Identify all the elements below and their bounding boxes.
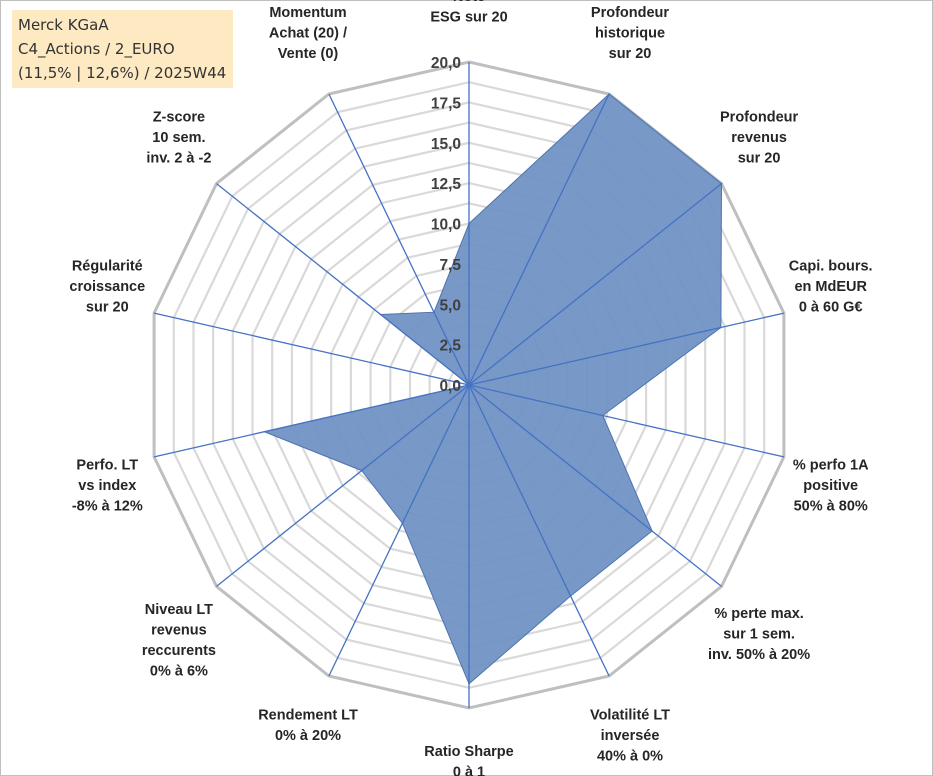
axis-spoke (468, 384, 722, 587)
axis-label-line: Perfo. LT (76, 457, 138, 473)
axis-label-line: Capi. bours. (789, 258, 873, 274)
radial-tick-label: 0,0 (439, 378, 461, 395)
axis-spoke (468, 384, 785, 458)
radial-tick-label: 5,0 (439, 297, 461, 314)
radial-tick-label: 7,5 (439, 257, 461, 274)
series (262, 93, 723, 685)
company-name: Merck KGaA (18, 16, 109, 34)
axis-label-line: ESG sur 20 (430, 10, 507, 26)
axis-label: Niveau LT revenus reccurents 0% à 6% (142, 602, 216, 680)
axis-label: % perfo 1A positive 50% à 80% (793, 457, 869, 514)
axis-label: Perfo. LT vs index -8% à 12% (72, 457, 143, 514)
axis-label-line: % perte max. (714, 606, 803, 622)
axis-label-line: % perfo 1A (793, 457, 869, 473)
axis-label-line: sur 20 (86, 299, 129, 315)
axis-label-line: Volatilité LT (590, 707, 670, 723)
axis-label-line: positive (803, 478, 858, 494)
axis-spoke (468, 183, 722, 386)
axis-label-line: sur 20 (738, 151, 781, 167)
axis-label-line: revenus (151, 622, 207, 638)
axis-label-line: Z-score (153, 110, 205, 126)
axis-label-line: 0 à 60 G€ (799, 299, 863, 315)
axis-spoke (216, 183, 470, 386)
axis-label-line: 40% à 0% (597, 748, 663, 764)
axis-label-line: Momentum (269, 5, 346, 21)
radial-ticks: 0,0 2,5 5,0 7,5 10,0 12,5 15,0 17,5 20,0 (431, 55, 462, 395)
axis-label-line: sur 20 (609, 46, 652, 62)
axis-label-line: reccurents (142, 643, 216, 659)
radial-tick-label: 10,0 (431, 217, 461, 234)
axis-label: % perte max. sur 1 sem. inv. 50% à 20% (708, 606, 810, 663)
axis-label-line: vs index (78, 478, 136, 494)
axis-label-line: 0% à 20% (275, 728, 341, 744)
axis-label: Z-score 10 sem. inv. 2 à -2 (146, 110, 211, 167)
axis-spoke (468, 384, 610, 677)
axis-label-line: Profondeur (720, 110, 798, 126)
axis-label: Profondeur historique sur 20 (591, 5, 669, 62)
axis-spoke (216, 384, 470, 587)
period-info: (11,5% | 12,6%) / 2025W44 (18, 64, 227, 82)
axis-label-line: -8% à 12% (72, 498, 143, 514)
axis-label: Volatilité LT inversée 40% à 0% (590, 707, 670, 764)
info-box: Merck KGaA C4_Actions / 2_EURO (11,5% | … (12, 10, 233, 88)
axis-label-line: 0 à 1 (453, 765, 485, 776)
axis-label-line: Vente (0) (278, 46, 339, 62)
axis-label-line: inversée (601, 728, 660, 744)
axis-label: Profondeur revenus sur 20 (720, 110, 798, 167)
axis-label-line: Niveau LT (145, 602, 213, 618)
axis-label-line: 50% à 80% (794, 498, 868, 514)
axis-label-line: 0% à 6% (150, 663, 208, 679)
axis-label-line: Ratio Sharpe (424, 744, 513, 760)
radial-tick-label: 17,5 (431, 95, 462, 112)
axis-label-line: 10 sem. (152, 130, 205, 146)
axis-label-line: Rendement LT (258, 707, 358, 723)
axis-label: Rendement LT 0% à 20% (258, 707, 358, 744)
radial-tick-label: 20,0 (431, 55, 461, 72)
axis-label-line: Achat (20) / (269, 26, 347, 42)
axis-spoke (468, 93, 610, 386)
axis-label-line: Profondeur (591, 5, 669, 21)
axis-label: Ratio Sharpe 0 à 1 (424, 744, 513, 776)
axis-label-line: sur 1 sem. (723, 627, 795, 643)
radial-tick-label: 2,5 (439, 338, 461, 355)
radial-tick-label: 12,5 (431, 176, 462, 193)
axis-label-line: historique (595, 26, 665, 42)
series-area (262, 93, 723, 685)
spokes (153, 62, 785, 708)
axis-label-line: inv. 2 à -2 (146, 151, 211, 167)
axis-label: Note ESG sur 20 (430, 0, 507, 26)
axis-label-line: en MdEUR (794, 279, 867, 295)
axis-label: Régularité croissance sur 20 (69, 258, 145, 315)
axis-label: Capi. bours. en MdEUR 0 à 60 G€ (789, 258, 873, 315)
axis-label-line: Note (453, 0, 485, 5)
axis-spoke (328, 93, 470, 386)
portfolio-name: C4_Actions / 2_EURO (18, 40, 175, 58)
axis-label-line: inv. 50% à 20% (708, 647, 810, 663)
axis-spoke (468, 312, 785, 386)
axis-label: Momentum Achat (20) / Vente (0) (269, 5, 347, 62)
axis-spoke (153, 384, 470, 458)
axis-label-line: croissance (69, 279, 145, 295)
axis-spoke (153, 312, 470, 386)
axis-spoke (328, 384, 470, 677)
axis-label-line: Régularité (72, 258, 143, 274)
axis-label-line: revenus (731, 130, 787, 146)
radial-tick-label: 15,0 (431, 136, 461, 153)
axis-labels: Note ESG sur 20 Profondeur historique sur 20… (69, 0, 872, 776)
